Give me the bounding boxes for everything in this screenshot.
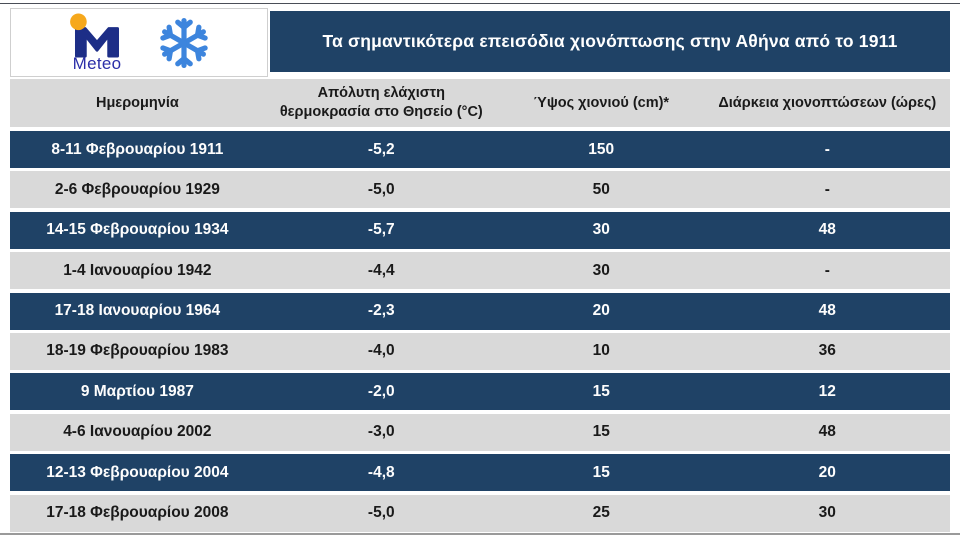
row-duration: - xyxy=(824,261,830,279)
row-duration: - xyxy=(824,180,830,198)
row-snow-height: 15 xyxy=(592,423,610,441)
table-body: 8-11 Φεβρουαρίου 1911 -5,2 150-2-6 Φεβρουα… xyxy=(10,131,950,532)
table-row: 4-6 Ιανουαρίου 2002 -3,0 15 48 xyxy=(10,413,950,451)
column-header-duration: Διάρκεια χιονοπτώσεων (ώρες) xyxy=(718,94,937,111)
row-min-temp: -5,7 xyxy=(367,221,395,239)
row-snow-height: 20 xyxy=(592,302,610,320)
meteo-brand: Meteo xyxy=(68,13,126,72)
meteo-brand-name: Meteo xyxy=(72,54,122,73)
table-row: 17-18 Ιανουαρίου 1964 -2,3 20 48 xyxy=(10,292,950,330)
row-duration: - xyxy=(824,140,830,158)
row-min-temp: -4,4 xyxy=(367,261,395,279)
row-min-temp: -5,0 xyxy=(367,180,395,198)
meteo-m-icon xyxy=(70,13,120,58)
row-duration: 12 xyxy=(818,382,836,400)
row-duration: 48 xyxy=(818,221,836,239)
table-title: Τα σημαντικότερα επεισόδια χιονόπτωσης σ… xyxy=(270,11,950,72)
row-date: 18-19 Φεβρουαρίου 1983 xyxy=(46,342,229,360)
snowflake-icon xyxy=(160,17,208,68)
row-date: 2-6 Φεβρουαρίου 1929 xyxy=(54,180,220,198)
table-row: 1-4 Ιανουαρίου 1942 -4,4 30 - xyxy=(10,252,950,290)
row-min-temp: -5,2 xyxy=(367,140,395,158)
table-row: 2-6 Φεβρουαρίου 1929 -5,0 50 - xyxy=(10,171,950,209)
table-header-row: Ημερομηνία Απόλυτη ελάχιστη θερμοκρασία … xyxy=(10,79,950,127)
row-min-temp: -2,0 xyxy=(367,382,395,400)
column-header-min-temp: Απόλυτη ελάχιστη θερμοκρασία στο Θησείο … xyxy=(279,85,483,120)
column-header-snow-height: Ύψος χιονιού (cm)* xyxy=(533,94,670,111)
table-row: 14-15 Φεβρουαρίου 1934 -5,7 30 48 xyxy=(10,211,950,249)
row-date: 8-11 Φεβρουαρίου 1911 xyxy=(51,140,224,158)
row-snow-height: 10 xyxy=(592,342,610,360)
row-min-temp: -2,3 xyxy=(367,302,395,320)
row-snow-height: 30 xyxy=(592,261,610,279)
header-band: Meteo Τα σημαντικότερα επεισόδια χιονόπτ… xyxy=(10,8,950,77)
column-header-date: Ημερομηνία xyxy=(95,94,179,111)
row-duration: 48 xyxy=(818,423,836,441)
row-snow-height: 15 xyxy=(592,382,610,400)
row-min-temp: -5,0 xyxy=(367,504,395,522)
row-date: 4-6 Ιανουαρίου 2002 xyxy=(63,423,212,441)
row-date: 1-4 Ιανουαρίου 1942 xyxy=(63,261,212,279)
row-snow-height: 25 xyxy=(592,504,610,522)
row-min-temp: -3,0 xyxy=(367,423,395,441)
table-row: 9 Μαρτίου 1987 -2,0 15 12 xyxy=(10,373,950,411)
table-row: 17-18 Φεβρουαρίου 2008 -5,0 25 30 xyxy=(10,494,950,532)
table-row: 12-13 Φεβρουαρίου 2004 -4,8 15 20 xyxy=(10,454,950,492)
row-snow-height: 150 xyxy=(588,140,615,158)
bottom-border-line xyxy=(0,533,960,535)
row-min-temp: -4,8 xyxy=(367,463,395,481)
table-row: 8-11 Φεβρουαρίου 1911 -5,2 150 - xyxy=(10,131,950,168)
row-snow-height: 15 xyxy=(592,463,610,481)
row-date: 17-18 Ιανουαρίου 1964 xyxy=(54,302,221,320)
row-min-temp: -4,0 xyxy=(367,342,395,360)
row-date: 14-15 Φεβρουαρίου 1934 xyxy=(46,221,229,239)
row-date: 17-18 Φεβρουαρίου 2008 xyxy=(46,504,229,522)
row-duration: 30 xyxy=(818,504,836,522)
row-snow-height: 30 xyxy=(592,221,610,239)
row-duration: 48 xyxy=(818,302,836,320)
top-border-line xyxy=(0,3,960,4)
table-row: 18-19 Φεβρουαρίου 1983 -4,0 10 36 xyxy=(10,332,950,370)
row-date: 12-13 Φεβρουαρίου 2004 xyxy=(46,463,229,481)
row-duration: 36 xyxy=(818,342,836,360)
row-duration: 20 xyxy=(818,463,836,481)
meteo-logo-box: Meteo xyxy=(10,8,268,77)
row-snow-height: 50 xyxy=(592,180,610,198)
content-area: Meteo Τα σημαντικότερα επεισόδια χιονόπτ… xyxy=(10,8,950,532)
row-date: 9 Μαρτίου 1987 xyxy=(80,382,194,400)
